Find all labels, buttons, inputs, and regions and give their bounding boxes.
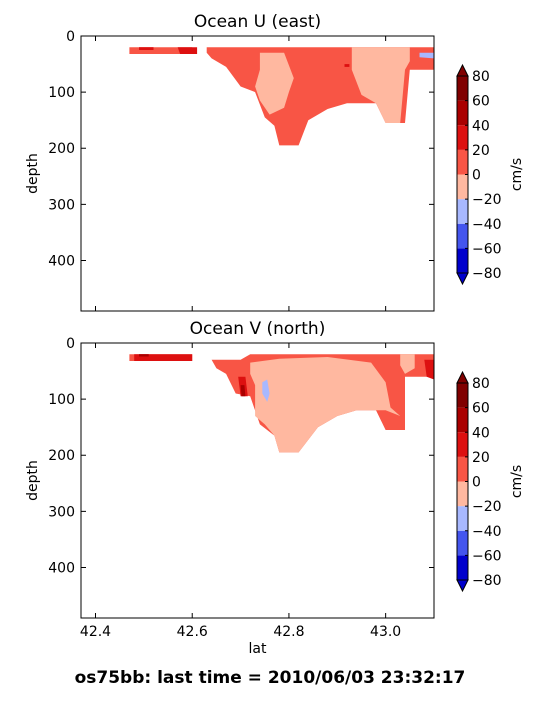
colorbar-segment bbox=[457, 174, 468, 200]
contour-region-9 bbox=[424, 359, 434, 380]
contour-regions bbox=[129, 354, 434, 453]
colorbar-tick-label: 0 bbox=[472, 168, 481, 184]
contour-region-2 bbox=[177, 47, 198, 54]
x-tick-label: 42.4 bbox=[80, 624, 111, 640]
colorbar-segment bbox=[457, 530, 468, 556]
contour-region-4 bbox=[255, 52, 294, 115]
colorbar-tick-label: −80 bbox=[472, 266, 502, 282]
x-tick-label: 43.0 bbox=[370, 624, 401, 640]
y-axis-label: depth bbox=[25, 153, 41, 194]
colorbar-segment bbox=[457, 506, 468, 531]
colorbar-segment bbox=[457, 407, 468, 433]
colorbar-segment bbox=[457, 100, 468, 126]
colorbar-tick-label: 80 bbox=[472, 376, 490, 392]
y-tick-label: 200 bbox=[48, 141, 75, 157]
colorbar-tick-label: −20 bbox=[472, 192, 502, 208]
plot-frame bbox=[80, 35, 435, 312]
contour-region-7 bbox=[344, 64, 350, 67]
y-tick-label: 0 bbox=[66, 336, 75, 352]
colorbar-segment bbox=[457, 481, 468, 507]
y-axis-label: depth bbox=[25, 460, 41, 501]
y-tick-label: 400 bbox=[48, 253, 75, 269]
x-tick-label: 42.8 bbox=[273, 624, 304, 640]
x-tick-label: 42.6 bbox=[177, 624, 208, 640]
colorbar-tick-label: −60 bbox=[472, 548, 502, 564]
colorbar-tick-label: 20 bbox=[472, 450, 490, 466]
contour-region-6 bbox=[419, 52, 434, 59]
chart-title: Ocean V (north) bbox=[190, 319, 326, 339]
contour-region-5 bbox=[400, 354, 415, 374]
colorbar-extend-top bbox=[456, 63, 469, 77]
colorbar-tick-label: 60 bbox=[472, 94, 490, 110]
colorbar-label: cm/s bbox=[509, 158, 525, 191]
contour-region-5 bbox=[351, 47, 410, 124]
colorbar-extend-bottom bbox=[456, 272, 469, 286]
colorbar: −80 −60 −40 −20 0 20 40 60 80 cm/s bbox=[456, 63, 525, 286]
footer-title: os75bb: last time = 2010/06/03 23:32:17 bbox=[75, 668, 466, 688]
y-tick-label: 300 bbox=[48, 504, 75, 520]
colorbar-segment bbox=[457, 456, 468, 482]
colorbar-tick-label: 60 bbox=[472, 401, 490, 417]
contour-region-2 bbox=[139, 354, 149, 357]
contour-region-4 bbox=[250, 357, 401, 453]
contour-regions bbox=[129, 47, 434, 146]
colorbar-tick-label: −40 bbox=[472, 524, 502, 540]
contour-region-8 bbox=[240, 385, 246, 397]
colorbar-segment bbox=[457, 383, 468, 408]
colorbar-segment bbox=[457, 76, 468, 101]
colorbar-tick-label: 80 bbox=[472, 69, 490, 85]
colorbar: −80 −60 −40 −20 0 20 40 60 80 cm/s bbox=[456, 370, 525, 593]
colorbar-segment bbox=[457, 223, 468, 249]
colorbar-segment bbox=[457, 199, 468, 224]
colorbar-extend-bottom bbox=[456, 579, 469, 593]
colorbar-segment bbox=[457, 432, 468, 457]
colorbar-tick-label: −60 bbox=[472, 241, 502, 257]
y-tick-label: 300 bbox=[48, 197, 75, 213]
plot-frame bbox=[80, 342, 435, 619]
chart-title: Ocean U (east) bbox=[194, 12, 321, 32]
y-tick-label: 200 bbox=[48, 448, 75, 464]
contour-region-6 bbox=[262, 379, 270, 402]
colorbar-tick-label: 0 bbox=[472, 475, 481, 491]
colorbar-extend-top bbox=[456, 370, 469, 384]
colorbar-tick-label: 20 bbox=[472, 143, 490, 159]
x-axis-label: lat bbox=[249, 641, 267, 657]
y-tick-label: 100 bbox=[48, 392, 75, 408]
colorbar-tick-label: 40 bbox=[472, 118, 490, 134]
y-tick-label: 100 bbox=[48, 85, 75, 101]
y-tick-label: 0 bbox=[66, 29, 75, 45]
colorbar-segment bbox=[457, 555, 468, 580]
contour-region-1 bbox=[139, 47, 154, 50]
colorbar-tick-label: −40 bbox=[472, 217, 502, 233]
y-tick-label: 400 bbox=[48, 560, 75, 576]
colorbar-tick-label: −20 bbox=[472, 499, 502, 515]
colorbar-tick-label: 40 bbox=[472, 425, 490, 441]
colorbar-segment bbox=[457, 149, 468, 175]
colorbar-label: cm/s bbox=[509, 465, 525, 498]
colorbar-tick-label: −80 bbox=[472, 573, 502, 589]
colorbar-segment bbox=[457, 125, 468, 150]
colorbar-segment bbox=[457, 248, 468, 273]
